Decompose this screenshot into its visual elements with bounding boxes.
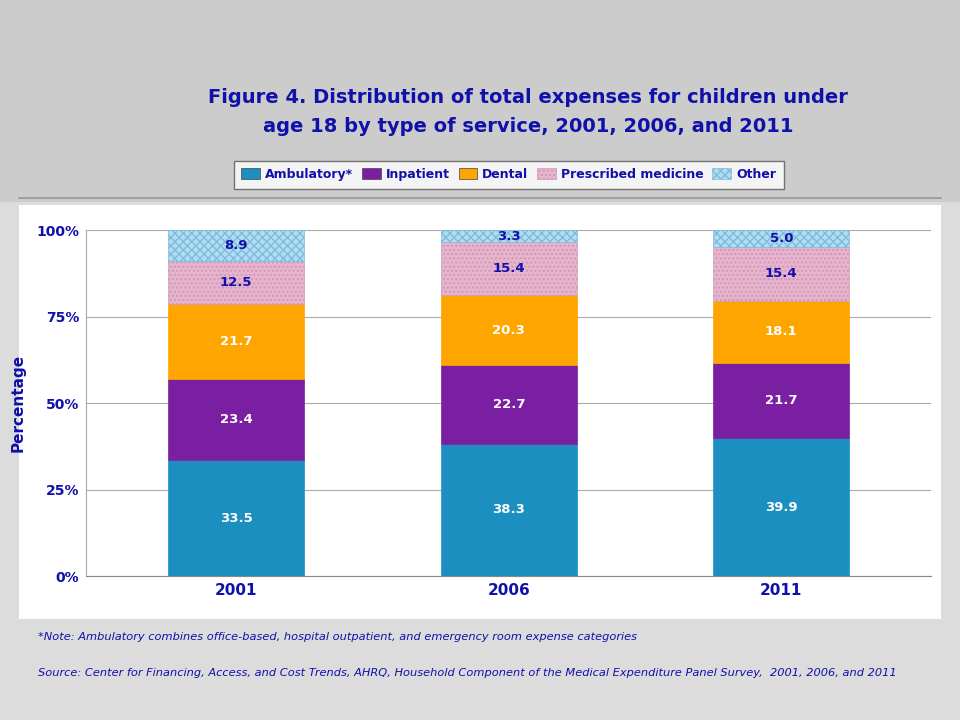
Bar xyxy=(441,444,577,576)
Text: 15.4: 15.4 xyxy=(765,267,798,281)
Text: 33.5: 33.5 xyxy=(220,512,252,525)
Text: 23.4: 23.4 xyxy=(220,413,252,426)
Bar xyxy=(441,230,577,242)
Bar xyxy=(168,460,304,576)
Text: 15.4: 15.4 xyxy=(492,262,525,275)
Bar xyxy=(441,242,577,295)
Bar xyxy=(168,230,304,261)
Bar xyxy=(168,305,304,379)
Text: 38.3: 38.3 xyxy=(492,503,525,516)
Legend: Ambulatory*, Inpatient, Dental, Prescribed medicine, Other: Ambulatory*, Inpatient, Dental, Prescrib… xyxy=(234,161,783,189)
Bar xyxy=(168,379,304,460)
Text: *Note: Ambulatory combines office-based, hospital outpatient, and emergency room: *Note: Ambulatory combines office-based,… xyxy=(38,632,637,642)
Text: Source: Center for Financing, Access, and Cost Trends, AHRQ, Household Component: Source: Center for Financing, Access, an… xyxy=(38,668,897,678)
Text: 21.7: 21.7 xyxy=(220,336,252,348)
Bar xyxy=(713,363,850,438)
Text: 8.9: 8.9 xyxy=(225,239,248,252)
Y-axis label: Percentage: Percentage xyxy=(11,354,25,452)
Text: 18.1: 18.1 xyxy=(765,325,798,338)
Text: 12.5: 12.5 xyxy=(220,276,252,289)
Text: 21.7: 21.7 xyxy=(765,394,798,407)
Bar xyxy=(713,230,850,248)
Bar xyxy=(441,295,577,365)
Bar xyxy=(441,365,577,444)
Bar xyxy=(713,248,850,300)
Text: 20.3: 20.3 xyxy=(492,323,525,337)
Text: age 18 by type of service, 2001, 2006, and 2011: age 18 by type of service, 2001, 2006, a… xyxy=(263,117,793,135)
Bar xyxy=(168,261,304,305)
Bar xyxy=(713,300,850,363)
Text: 3.3: 3.3 xyxy=(497,230,520,243)
Text: 22.7: 22.7 xyxy=(492,398,525,411)
Text: 39.9: 39.9 xyxy=(765,500,798,513)
Bar xyxy=(713,438,850,576)
Text: 5.0: 5.0 xyxy=(770,232,793,246)
Text: Figure 4. Distribution of total expenses for children under: Figure 4. Distribution of total expenses… xyxy=(208,88,848,107)
